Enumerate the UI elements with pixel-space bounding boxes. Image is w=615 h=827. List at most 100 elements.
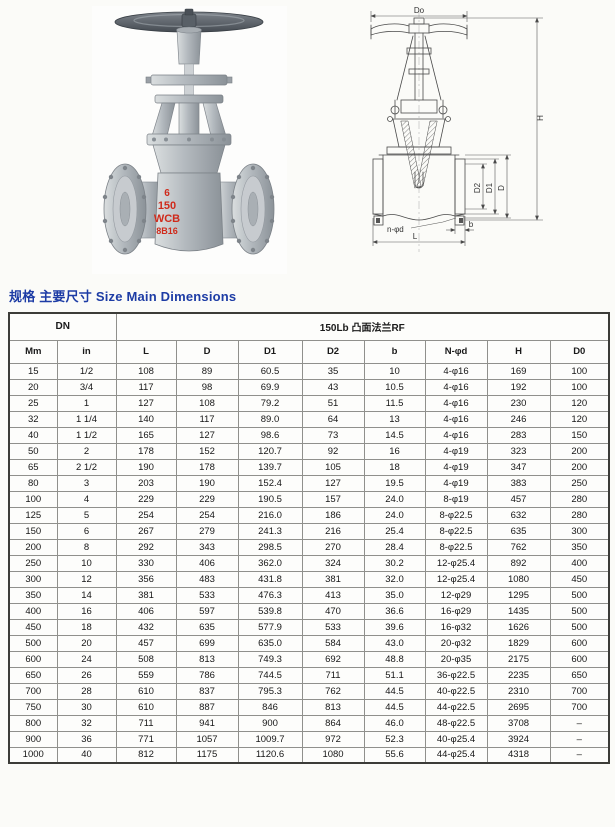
table-cell: 12 [56, 570, 117, 588]
table-cell: 650 [8, 666, 58, 684]
table-cell: 500 [549, 586, 610, 604]
table-row: 900 36 771 1057 1009.7 972 52.3 40-φ25.4 3924– [8, 730, 610, 748]
right-flange [230, 163, 275, 255]
table-cell: 2 [56, 442, 117, 460]
marking-code: 8B16 [156, 226, 178, 236]
table-cell: 20-φ35 [424, 650, 488, 668]
column-header-b: b [363, 339, 426, 364]
table-cell: 127 [301, 474, 365, 492]
table-cell: 597 [175, 602, 239, 620]
table-cell: 108 [115, 362, 177, 380]
table-cell: – [549, 730, 610, 748]
catalog-page: 6 150 WCB 8B16 [8, 6, 611, 764]
table-cell: 254 [175, 506, 239, 524]
table-cell: 2175 [486, 650, 551, 668]
table-cell: – [549, 746, 610, 764]
table-cell: 1 [56, 394, 117, 412]
table-row: 750 30 610 887 846 813 44.5 44-φ22.5 2695 700 [8, 698, 610, 716]
table-cell: 98.6 [237, 426, 303, 444]
table-cell: 43 [301, 378, 365, 396]
table-cell: 813 [301, 698, 365, 716]
table-cell: 190 [175, 474, 239, 492]
table-cell: 700 [8, 682, 58, 700]
table-cell: 100 [8, 490, 58, 508]
table-cell: 744.5 [237, 666, 303, 684]
table-cell: 203 [115, 474, 177, 492]
table-cell: 4-φ16 [424, 410, 488, 428]
table-cell: 887 [175, 698, 239, 716]
table-cell: 559 [115, 666, 177, 684]
table-cell: 11.5 [363, 394, 426, 412]
column-header-l: L [115, 339, 177, 364]
table-cell: 10.5 [363, 378, 426, 396]
table-cell: 100 [549, 362, 610, 380]
table-cell: 73 [301, 426, 365, 444]
table-cell: 4 [56, 490, 117, 508]
table-cell: 432 [115, 618, 177, 636]
table-cell: 120 [549, 410, 610, 428]
table-cell: 51.1 [363, 666, 426, 684]
table-cell: 152 [175, 442, 239, 460]
marking-class: 150 [158, 200, 176, 212]
table-cell: 749.3 [237, 650, 303, 668]
table-cell: 35 [301, 362, 365, 380]
table-row: 300 12 356 483 431.8 381 32.0 12-φ25.4 1080 450 [8, 570, 610, 588]
table-cell: 280 [549, 490, 610, 508]
table-cell: 178 [115, 442, 177, 460]
table-cell: 190.5 [237, 490, 303, 508]
table-cell: 812 [115, 746, 177, 764]
table-group-header-row: DN 150Lb 凸面法兰RF [8, 312, 610, 341]
table-cell: 483 [175, 570, 239, 588]
table-row: 800 32 711 941 900 864 46.0 48-φ22.5 3708– [8, 714, 610, 732]
table-cell: 48.8 [363, 650, 426, 668]
drawing-valve-outline [370, 17, 468, 226]
table-cell: 98 [175, 378, 239, 396]
table-cell: 25 [8, 394, 58, 412]
section-title: 规格 主要尺寸 Size Main Dimensions [9, 289, 237, 304]
table-cell: 200 [549, 458, 610, 476]
table-cell: 632 [486, 506, 551, 524]
table-cell: 16 [56, 602, 117, 620]
table-cell: 43.0 [363, 634, 426, 652]
table-row: 50 2 178 152 120.7 92 16 4-φ19 323 200 [8, 442, 610, 460]
table-cell: 79.2 [237, 394, 303, 412]
table-cell: 280 [549, 506, 610, 524]
valve-body [133, 172, 245, 252]
table-cell: 771 [115, 730, 177, 748]
table-row: 25 1 127 108 79.2 51 11.5 4-φ16 230 120 [8, 394, 610, 412]
table-cell: 300 [8, 570, 58, 588]
table-cell: 635.0 [237, 634, 303, 652]
table-cell: 10 [56, 554, 117, 572]
table-cell: 51 [301, 394, 365, 412]
table-cell: 347 [486, 458, 551, 476]
label-h: H [536, 115, 545, 121]
table-row: 400 16 406 597 539.8 470 36.6 16-φ29 1435 500 [8, 602, 610, 620]
table-cell: 36.6 [363, 602, 426, 620]
table-row: 200 8 292 343 298.5 270 28.4 8-φ22.5 762 350 [8, 538, 610, 556]
table-cell: 20-φ32 [424, 634, 488, 652]
table-cell: 69.9 [237, 378, 303, 396]
table-cell: 892 [486, 554, 551, 572]
column-header-in: in [56, 339, 117, 364]
table-cell: 750 [8, 698, 58, 716]
table-cell: 32.0 [363, 570, 426, 588]
table-cell: 610 [115, 682, 177, 700]
table-cell: 89.0 [237, 410, 303, 428]
table-cell: 533 [175, 586, 239, 604]
header-series: 150Lb 凸面法兰RF [115, 312, 610, 341]
table-cell: 24 [56, 650, 117, 668]
handwheel-icon [114, 8, 264, 33]
table-cell: 700 [549, 682, 610, 700]
table-cell: 108 [175, 394, 239, 412]
table-cell: 18 [363, 458, 426, 476]
table-cell: 150 [8, 522, 58, 540]
table-cell: 10 [363, 362, 426, 380]
table-cell: 246 [486, 410, 551, 428]
table-cell: 610 [115, 698, 177, 716]
table-cell: 476.3 [237, 586, 303, 604]
table-cell: 362.0 [237, 554, 303, 572]
table-cell: 140 [115, 410, 177, 428]
table-cell: 250 [8, 554, 58, 572]
table-cell: 32 [56, 714, 117, 732]
gate-valve-photo: 6 150 WCB 8B16 [92, 6, 287, 274]
